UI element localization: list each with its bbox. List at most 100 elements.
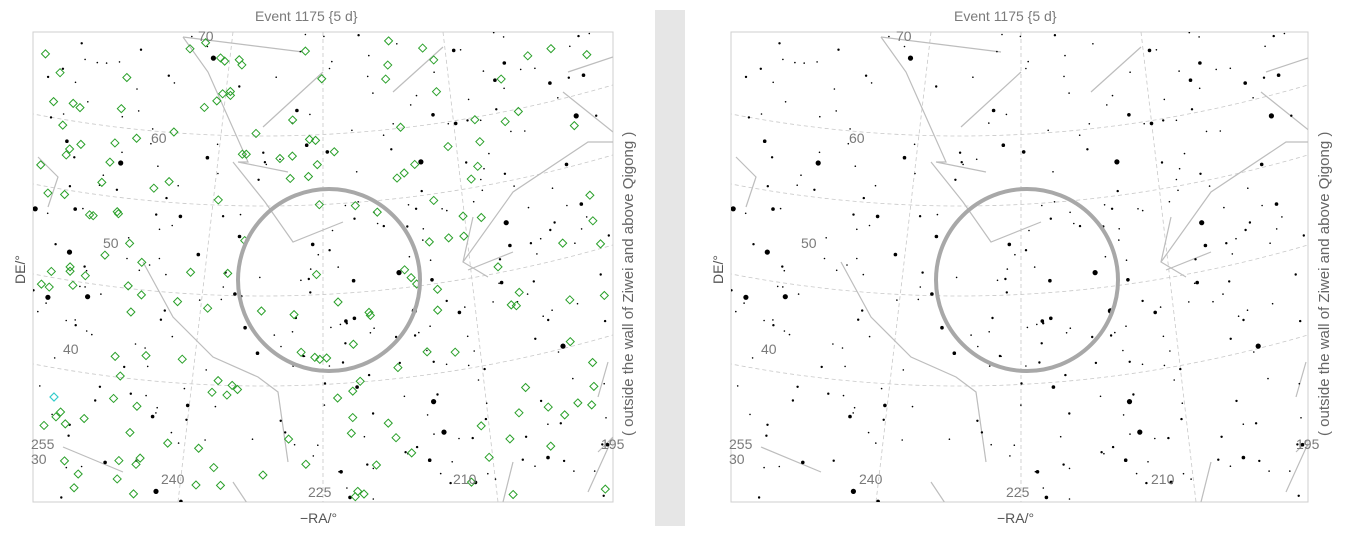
star	[339, 470, 343, 474]
star	[1298, 382, 1301, 385]
star	[74, 81, 77, 84]
star	[763, 466, 765, 469]
star	[1208, 185, 1211, 187]
catalog-marker	[193, 443, 204, 453]
star	[1167, 436, 1170, 440]
star	[53, 357, 56, 359]
star	[205, 155, 210, 160]
star	[1026, 326, 1029, 329]
star	[1198, 61, 1202, 65]
star	[844, 365, 846, 368]
star	[1252, 97, 1254, 99]
star	[1241, 455, 1246, 460]
star	[1068, 92, 1070, 94]
catalog-marker	[372, 207, 382, 217]
star	[382, 134, 385, 136]
star	[1153, 310, 1157, 315]
star	[447, 122, 450, 125]
star	[138, 269, 141, 272]
star	[493, 78, 497, 82]
constellation-line	[930, 161, 1042, 243]
star	[239, 213, 242, 216]
catalog-marker	[409, 159, 420, 170]
star	[560, 343, 566, 349]
star	[1155, 49, 1158, 51]
star	[155, 213, 158, 216]
star	[328, 67, 331, 70]
ra-label: 210	[453, 471, 477, 487]
dec-label: 30	[31, 451, 47, 467]
catalog-marker	[287, 115, 298, 125]
star	[458, 437, 460, 440]
star	[607, 234, 610, 237]
star	[1243, 81, 1247, 85]
star	[1169, 480, 1173, 485]
star	[1259, 162, 1264, 167]
star	[539, 399, 543, 403]
star	[1114, 159, 1120, 165]
star	[65, 139, 69, 143]
star	[918, 215, 922, 218]
star	[279, 419, 282, 422]
star	[284, 431, 287, 434]
star	[595, 114, 598, 117]
catalog-marker	[222, 390, 232, 400]
star	[309, 113, 311, 116]
star	[139, 48, 143, 51]
catalog-marker	[586, 400, 597, 410]
catalog-marker	[458, 211, 468, 221]
star	[150, 142, 152, 145]
catalog-marker	[391, 432, 401, 443]
star	[766, 185, 769, 188]
catalog-marker	[232, 384, 243, 395]
catalog-marker	[348, 386, 358, 396]
star	[1229, 67, 1232, 70]
star	[1123, 458, 1128, 463]
star	[415, 445, 419, 449]
constellation-line	[880, 36, 1002, 53]
star	[1052, 171, 1054, 173]
star	[857, 318, 860, 321]
star	[1149, 121, 1154, 126]
map-frame	[730, 31, 1309, 503]
star	[408, 255, 411, 258]
catalog-marker	[514, 287, 524, 298]
star	[1179, 367, 1182, 371]
star	[823, 257, 826, 260]
star	[473, 350, 476, 352]
star	[357, 201, 360, 203]
star	[1147, 461, 1149, 463]
catalog-marker	[36, 160, 46, 170]
star	[849, 128, 851, 130]
right-sky-map: 70 60 50 40 30 240 225 210 255 195	[729, 28, 1320, 503]
catalog-marker	[365, 310, 376, 321]
star	[519, 68, 522, 71]
catalog-marker	[97, 177, 107, 188]
star	[1246, 309, 1249, 312]
star	[414, 207, 418, 210]
star	[788, 333, 791, 336]
star	[553, 221, 556, 224]
star	[815, 160, 821, 166]
star	[744, 212, 747, 215]
right-x-axis-label: −RA/°	[997, 510, 1035, 526]
catalog-marker	[61, 150, 71, 160]
star	[363, 435, 366, 438]
catalog-marker	[100, 250, 110, 260]
star	[494, 478, 497, 480]
star	[1223, 206, 1225, 209]
star	[49, 116, 53, 119]
star	[300, 279, 302, 282]
star	[930, 292, 934, 296]
ra-edge-label-left: 255	[729, 436, 753, 452]
star	[1047, 129, 1049, 132]
star	[158, 228, 161, 231]
star	[1025, 365, 1027, 367]
star	[1078, 134, 1081, 136]
constellation-line	[597, 361, 609, 398]
star	[1297, 494, 1300, 497]
star	[875, 214, 880, 219]
star	[485, 402, 488, 405]
star	[1272, 34, 1275, 38]
star	[1215, 68, 1217, 71]
